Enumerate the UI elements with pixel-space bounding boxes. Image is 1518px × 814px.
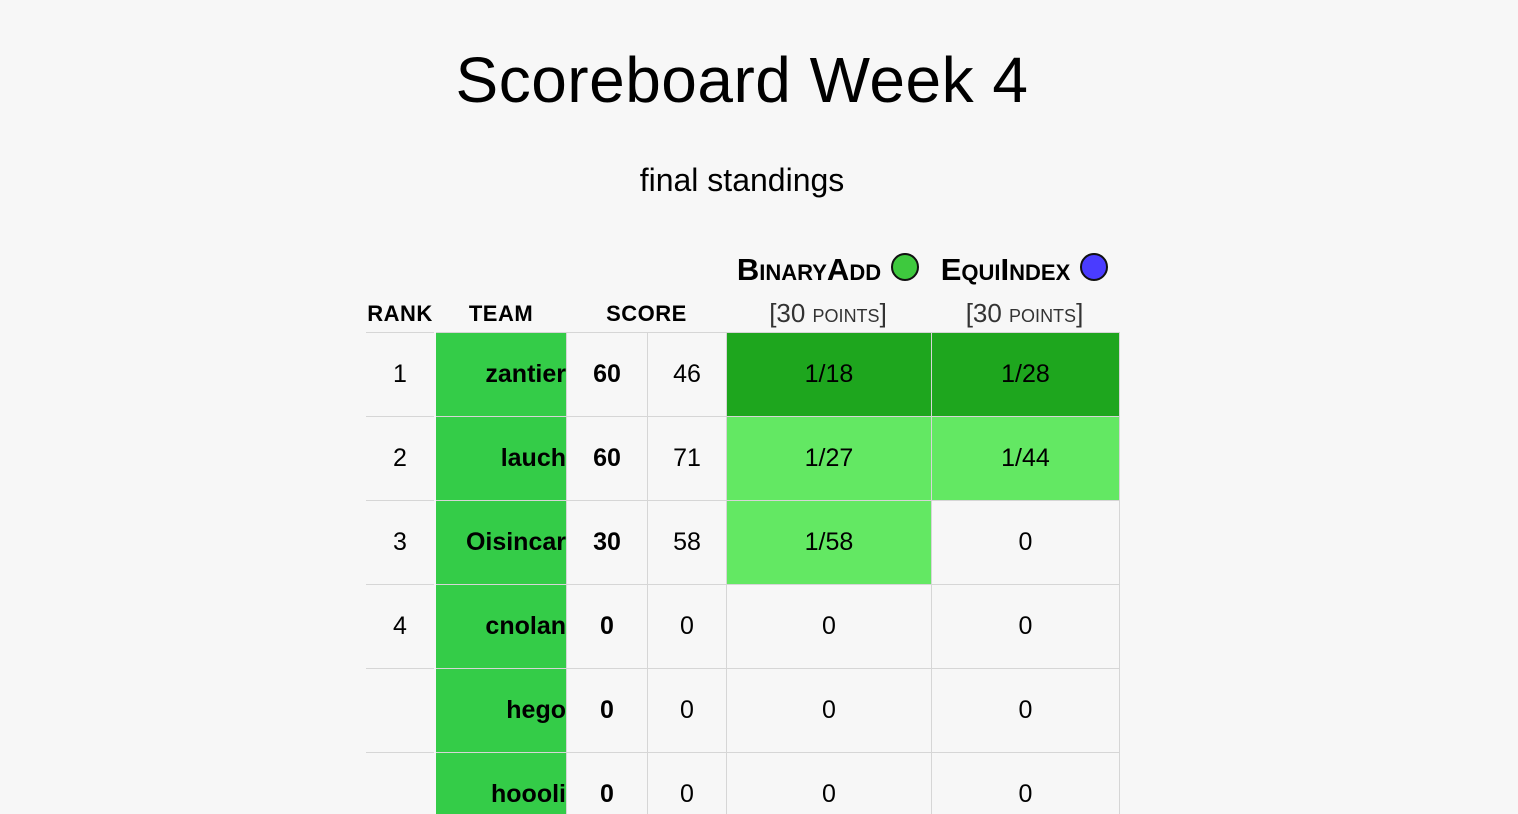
penalty-cell: 0 [647,584,727,669]
score-cell: 0 [566,584,648,669]
penalty-cell: 46 [647,332,727,417]
problem-result-cell: 0 [726,584,932,669]
team-column-header: TEAM [468,301,534,326]
page-subtitle: final standings [639,162,845,198]
table-row: hoooli 0 0 0 0 [366,752,1120,814]
scoreboard-table: 1 zantier 60 46 1/18 1/28 2 lauch 60 71 1/27 1/44 3 O… [366,332,1120,814]
problem-result-cell: 1/28 [931,332,1120,417]
table-row: 4 cnolan 0 0 0 0 [366,584,1120,669]
problem-result-cell: 0 [726,668,932,753]
rank-cell [366,752,435,814]
score-cell: 0 [566,752,648,814]
rank-cell [366,668,435,753]
rank-cell: 4 [366,584,435,669]
penalty-cell: 0 [647,668,727,753]
problem-result-cell: 1/27 [726,416,932,501]
penalty-cell: 0 [647,752,727,814]
team-name[interactable]: hoooli [434,752,567,814]
score-cell: 0 [566,668,648,753]
problem-points: [30 points] [769,298,887,328]
score-cell: 60 [566,416,648,501]
problem-color-dot-icon [1080,253,1109,281]
problem-result-cell: 0 [726,752,932,814]
problem-header-equiindex[interactable]: EquiIndex [931,250,1118,290]
problem-name: EquiIndex [940,252,1071,287]
table-row: 1 zantier 60 46 1/18 1/28 [366,332,1120,417]
problem-result-cell: 1/18 [726,332,932,417]
problem-result-cell: 0 [931,668,1120,753]
rank-cell: 1 [366,332,435,417]
team-name[interactable]: cnolan [434,584,567,669]
penalty-cell: 71 [647,416,727,501]
problem-result-cell: 0 [931,752,1120,814]
problem-result-cell: 0 [931,500,1120,585]
score-cell: 30 [566,500,648,585]
rank-cell: 2 [366,416,435,501]
table-row: 2 lauch 60 71 1/27 1/44 [366,416,1120,501]
problem-header-binaryadd[interactable]: BinaryAdd [726,250,930,290]
page-title: Scoreboard Week 4 [455,44,1029,116]
team-name[interactable]: Oisincar [434,500,567,585]
penalty-cell: 58 [647,500,727,585]
problem-name: BinaryAdd [736,252,882,287]
problem-result-cell: 0 [931,584,1120,669]
team-name[interactable]: hego [434,668,567,753]
score-column-header: SCORE [606,301,687,326]
score-cell: 60 [566,332,648,417]
problem-points: [30 points] [965,298,1084,328]
table-row: hego 0 0 0 0 [366,668,1120,753]
rank-cell: 3 [366,500,435,585]
problem-color-dot-icon [891,253,920,281]
problem-result-cell: 1/58 [726,500,932,585]
team-name[interactable]: zantier [434,332,567,417]
rank-column-header: RANK [367,301,433,326]
team-name[interactable]: lauch [434,416,567,501]
table-row: 3 Oisincar 30 58 1/58 0 [366,500,1120,585]
problem-result-cell: 1/44 [931,416,1120,501]
